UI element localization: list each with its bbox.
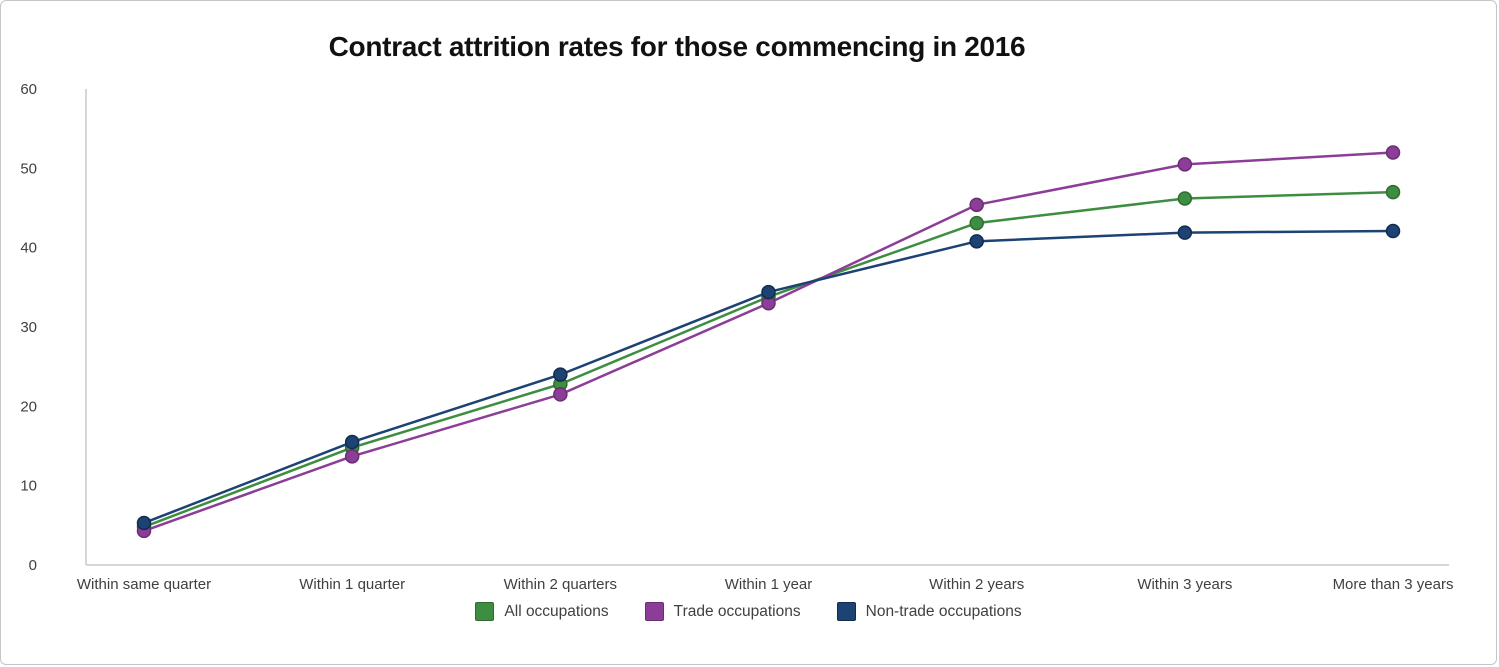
data-point-non-trade-occupations-4: [969, 234, 984, 249]
data-point-trade-occupations-6: [1385, 145, 1401, 160]
data-point-trade-occupations-2: [553, 387, 568, 402]
data-point-all-occupations-5: [1177, 191, 1193, 206]
x-axis-category-label-within-2-quarters: Within 2 quarters: [504, 576, 617, 593]
data-point-all-occupations-6: [1385, 184, 1401, 200]
legend-item-trade-occupations: Trade occupations: [644, 602, 801, 621]
y-axis-tick-label: 0: [29, 557, 37, 574]
data-point-all-occupations-4: [969, 215, 984, 231]
legend-item-non-trade-occupations: Non-trade occupations: [836, 602, 1022, 621]
x-axis-category-label-within-same-quarter: Within same quarter: [77, 576, 211, 593]
y-axis-tick-label: 10: [20, 478, 37, 495]
legend: All occupations Trade occupations Non-trad…: [1, 602, 1496, 621]
data-point-non-trade-occupations-3: [761, 284, 776, 300]
y-axis-tick-label: 60: [20, 81, 37, 98]
data-point-non-trade-occupations-1: [344, 434, 360, 450]
series-line-non-trade-occupations: [142, 229, 1395, 525]
data-point-trade-occupations-4: [969, 197, 984, 213]
y-axis-tick-label: 30: [20, 319, 37, 336]
x-axis-category-label-within-1-year: Within 1 year: [725, 576, 813, 593]
x-axis-category-label-within-1-quarter: Within 1 quarter: [299, 576, 405, 593]
data-point-non-trade-occupations-2: [553, 367, 568, 382]
legend-label: Trade occupations: [673, 602, 801, 620]
data-point-non-trade-occupations-6: [1385, 223, 1401, 239]
x-axis-category-label-within-2-years: Within 2 years: [929, 576, 1024, 593]
legend-item-all-occupations: All occupations: [475, 602, 609, 621]
legend-label: Non-trade occupations: [865, 602, 1022, 620]
y-axis-tick-label: 50: [20, 160, 37, 177]
legend-label: All occupations: [504, 602, 609, 620]
data-point-non-trade-occupations-5: [1177, 225, 1193, 240]
series-line-all-occupations: [142, 190, 1395, 529]
x-axis-category-label-more-than-3-years: More than 3 years: [1333, 576, 1454, 593]
legend-swatch-icon: [644, 602, 664, 621]
series-line-trade-occupations: [142, 151, 1395, 533]
data-point-trade-occupations-5: [1177, 157, 1193, 172]
y-axis-tick-label: 40: [20, 240, 37, 257]
chart-canvas: 0 10 20 30 40 50 60 Within same quarter Within 1…: [20, 81, 1454, 593]
data-point-non-trade-occupations-0: [136, 515, 152, 531]
y-axis-tick-label: 20: [20, 398, 37, 415]
x-axis-category-label-within-3-years: Within 3 years: [1137, 576, 1232, 593]
data-point-trade-occupations-1: [344, 449, 360, 464]
legend-swatch-icon: [836, 602, 856, 621]
chart-title: Contract attrition rates for those comme…: [328, 31, 1026, 62]
legend-swatch-icon: [475, 602, 495, 621]
